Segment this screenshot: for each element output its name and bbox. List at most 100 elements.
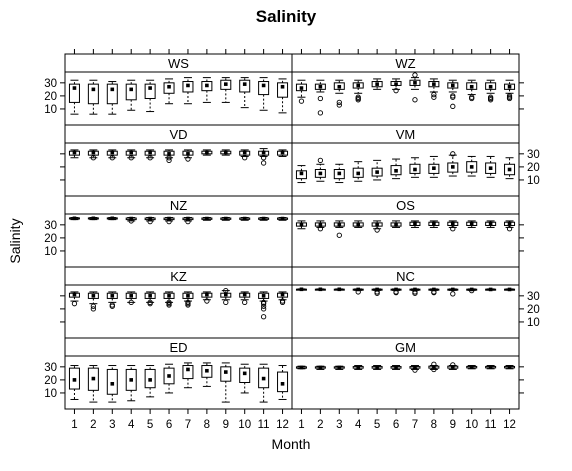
box-os-8 — [428, 220, 440, 228]
outlier-point — [336, 102, 342, 108]
box-vm-3 — [333, 163, 345, 184]
median-dot — [432, 221, 436, 226]
box-kz-1 — [68, 291, 80, 307]
median-dot — [110, 382, 115, 386]
box-wz-11 — [485, 79, 497, 103]
outlier-point — [223, 299, 229, 306]
y-tick-label: 10 — [44, 104, 57, 116]
box-nc-6 — [390, 287, 402, 296]
median-dot — [205, 83, 209, 88]
median-dot — [186, 367, 190, 372]
box-gm-12 — [504, 365, 516, 370]
x-tick-label-2: 2 — [90, 419, 96, 431]
median-dot — [469, 221, 474, 226]
median-dot — [261, 83, 266, 88]
box-wz-8 — [428, 78, 440, 100]
box-gm-3 — [333, 365, 345, 370]
y-tick-label: 30 — [44, 362, 57, 374]
plot-area-gm — [291, 355, 520, 410]
box-kz-9 — [220, 287, 232, 306]
median-dot — [223, 216, 228, 221]
median-dot — [337, 84, 342, 89]
y-tick-label: 20 — [44, 233, 57, 245]
median-dot — [299, 171, 304, 176]
outlier-point — [185, 302, 191, 308]
median-dot — [148, 378, 152, 382]
box-vm-10 — [466, 155, 478, 177]
box-ed-5 — [144, 365, 156, 398]
outlier-point — [374, 227, 380, 233]
outlier-point — [469, 95, 475, 102]
box-vm-1 — [295, 165, 307, 184]
box-vd-10 — [239, 149, 251, 161]
box-nc-3 — [333, 287, 345, 292]
median-dot — [280, 150, 285, 155]
median-dot — [356, 223, 361, 227]
box-ed-9 — [220, 362, 232, 403]
outlier-point — [374, 290, 380, 296]
panel-gm: GM1 2 3 4 5 6 7 8 9 10 11 12 — [291, 337, 524, 431]
box-gm-6 — [390, 365, 402, 370]
box-wz-3 — [333, 79, 345, 108]
box-nz-10 — [239, 216, 251, 221]
box-gm-10 — [466, 365, 478, 370]
outlier-point — [450, 103, 456, 109]
outlier-point — [147, 155, 153, 161]
x-tick-label-6: 6 — [166, 419, 172, 431]
x-tick-label-3: 3 — [109, 419, 115, 431]
box-ed-10 — [239, 363, 251, 394]
outlier-point — [506, 95, 513, 102]
box-nc-12 — [504, 287, 516, 292]
median-dot — [299, 365, 304, 370]
median-dot — [394, 169, 398, 173]
median-dot — [507, 167, 512, 172]
box-nc-1 — [295, 287, 307, 292]
median-dot — [394, 223, 398, 227]
outlier-point — [90, 306, 97, 312]
box-ed-11 — [258, 363, 270, 403]
box-ws-6 — [163, 78, 175, 105]
median-dot — [469, 84, 474, 89]
strip-label-kz: KZ — [170, 269, 187, 284]
median-dot — [356, 83, 361, 88]
x-tick-label-8: 8 — [431, 419, 437, 431]
median-dot — [450, 83, 455, 88]
median-dot — [72, 86, 77, 90]
median-dot — [413, 167, 417, 172]
x-tick-label-7: 7 — [412, 419, 418, 431]
box-nc-4 — [352, 287, 364, 295]
outlier-point — [128, 155, 134, 161]
box-vd-1 — [68, 149, 80, 159]
median-dot — [242, 371, 247, 376]
box-kz-5 — [144, 291, 156, 307]
plot-area-nz — [64, 213, 293, 268]
box-ws-2 — [87, 79, 99, 115]
median-dot — [356, 365, 361, 370]
median-dot — [167, 374, 171, 378]
box-ws-8 — [201, 77, 213, 103]
outlier-point — [355, 289, 361, 295]
median-dot — [148, 294, 152, 298]
outlier-point — [279, 299, 286, 306]
median-dot — [337, 365, 342, 370]
median-dot — [507, 84, 512, 89]
median-dot — [186, 294, 190, 298]
x-tick-label-6: 6 — [393, 419, 399, 431]
median-dot — [205, 368, 209, 373]
x-tick-label-5: 5 — [147, 419, 153, 431]
outlier-point — [469, 287, 475, 294]
median-dot — [280, 292, 285, 297]
median-dot — [450, 165, 455, 169]
x-tick-label-12: 12 — [503, 419, 516, 431]
y-tick-label: 20 — [527, 162, 540, 174]
iqr-box — [182, 365, 194, 380]
x-tick-label-11: 11 — [258, 419, 270, 431]
y-tick-label: 10 — [527, 317, 540, 329]
median-dot — [91, 216, 96, 221]
box-ws-11 — [258, 77, 270, 111]
median-dot — [261, 216, 266, 221]
outlier-point — [90, 303, 97, 309]
box-nz-1 — [68, 216, 80, 221]
